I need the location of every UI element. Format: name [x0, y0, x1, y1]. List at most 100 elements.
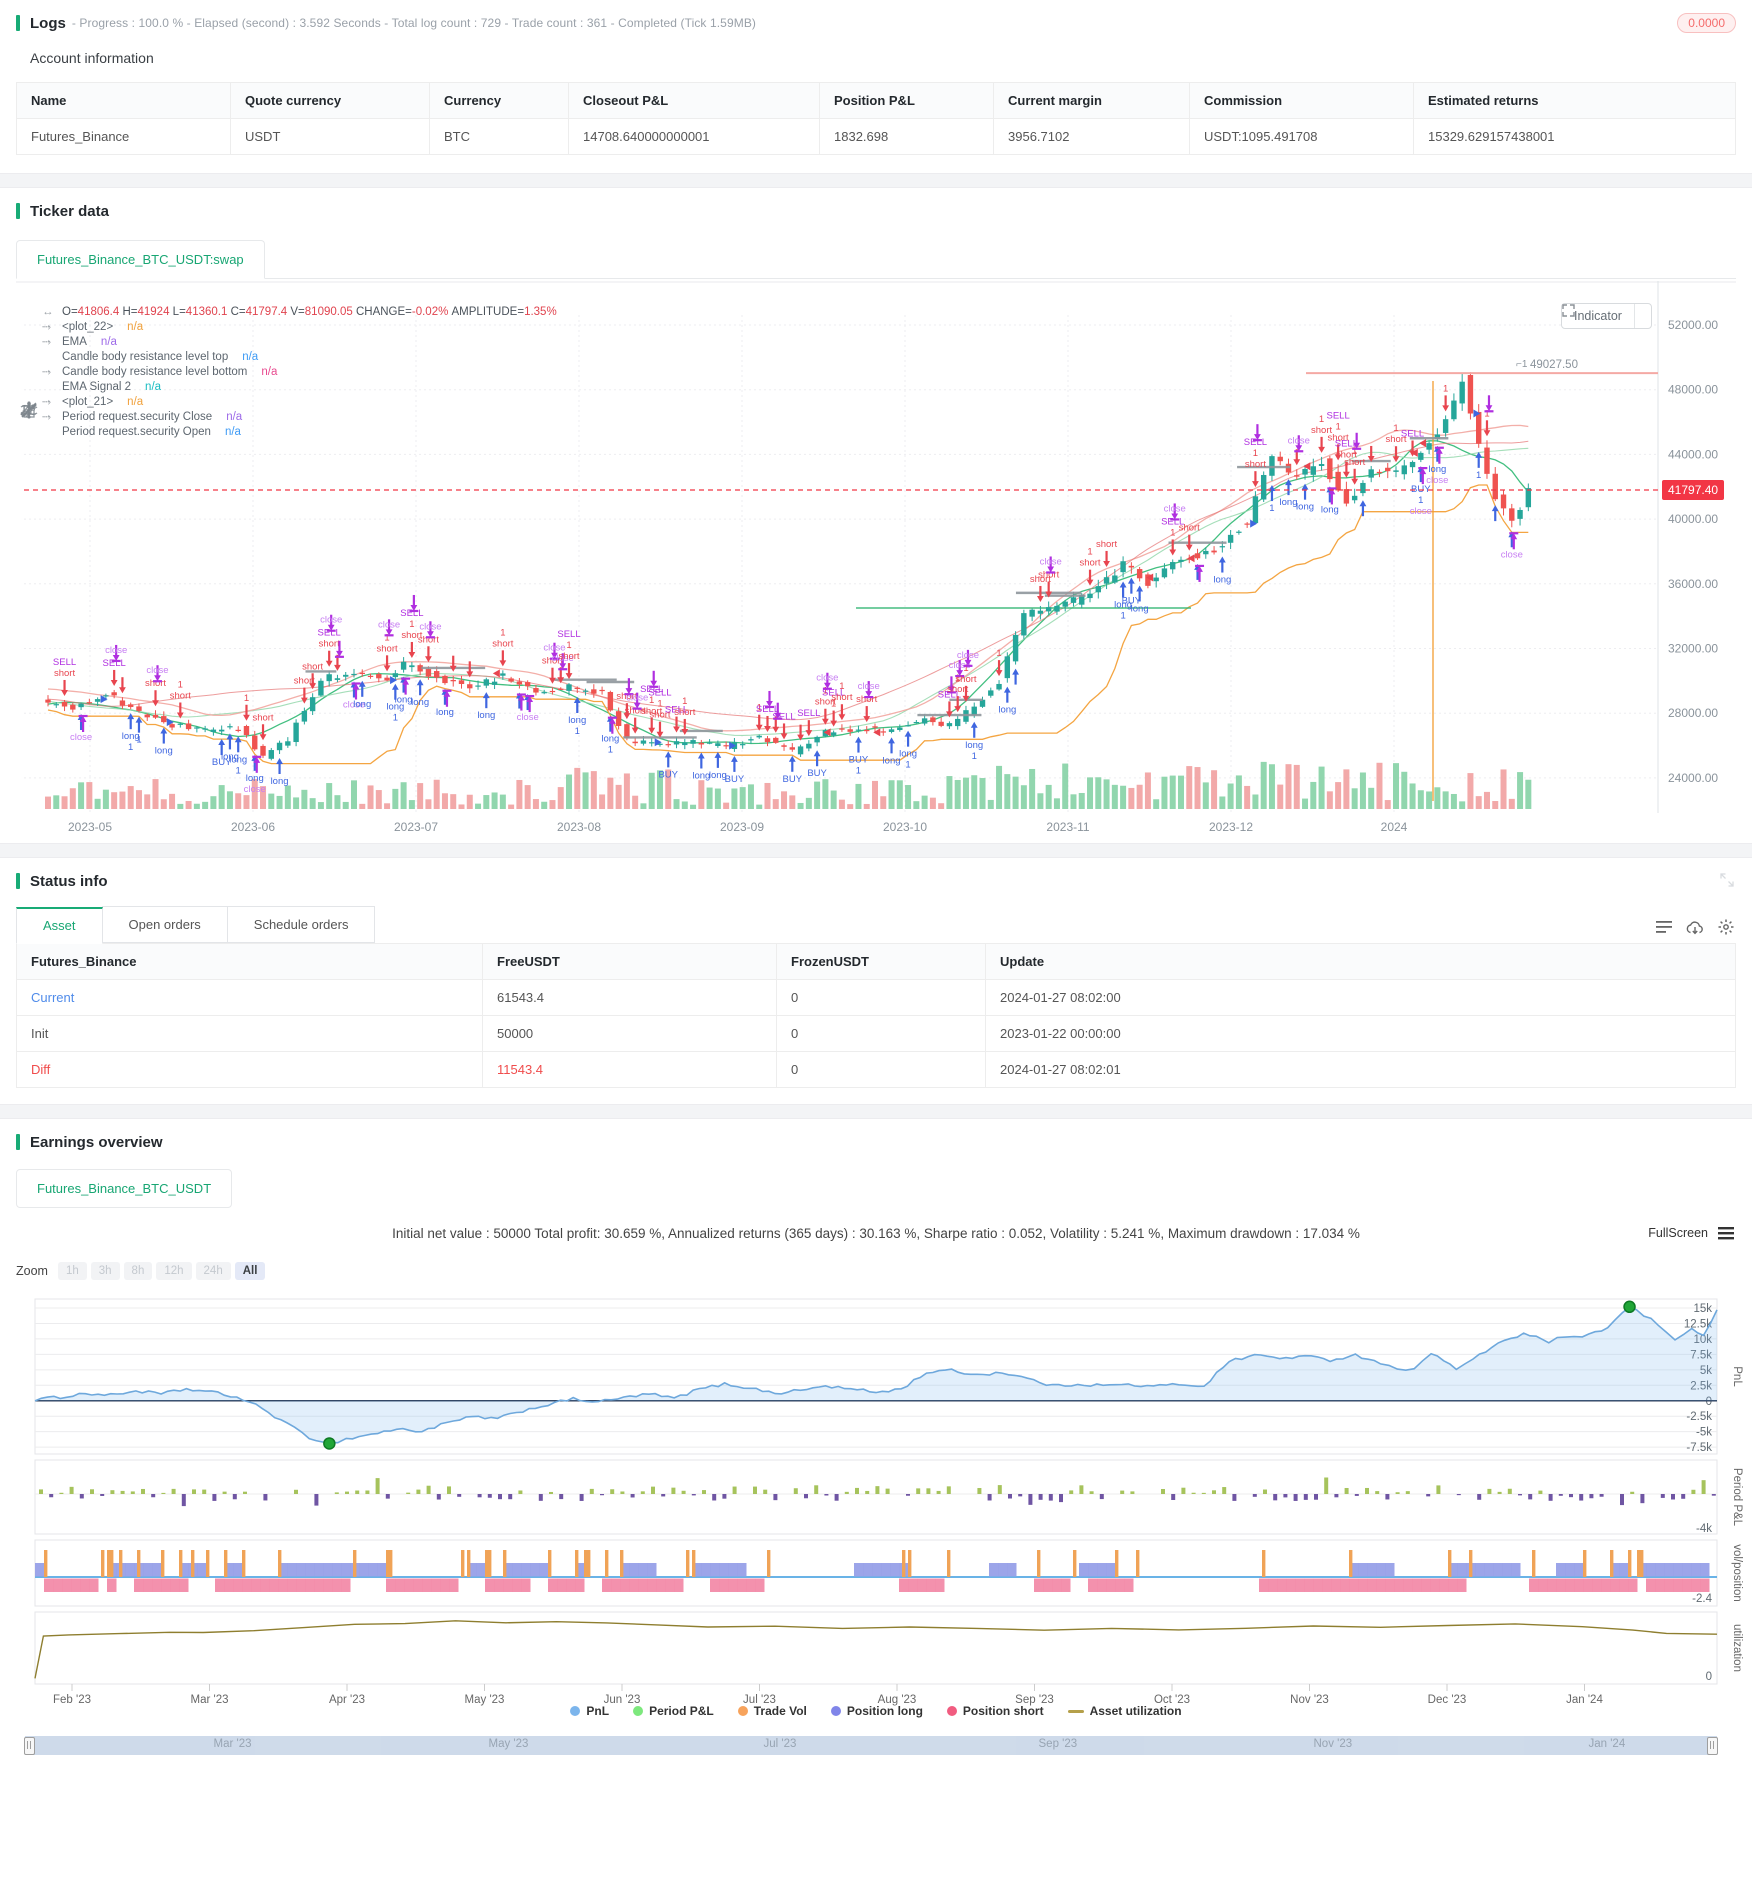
indicator-button[interactable]: Indicator [1561, 303, 1652, 329]
legend-item-trade-vol[interactable]: Trade Vol [737, 1704, 807, 1718]
legend-item-position-long[interactable]: Position long [830, 1704, 923, 1718]
indicator-icon: ⤑ [42, 411, 52, 423]
status-tab-open-orders[interactable]: Open orders [101, 906, 228, 943]
zoom-option-1h[interactable]: 1h [57, 1262, 87, 1280]
earnings-tab[interactable]: Futures_Binance_BTC_USDT [16, 1169, 233, 1208]
svg-text:Aug '23: Aug '23 [878, 1694, 917, 1706]
ticker-tab[interactable]: Futures_Binance_BTC_USDT:swap [16, 240, 265, 279]
navigator-handle-left[interactable] [24, 1737, 35, 1755]
navigator-label: Mar '23 [213, 1738, 252, 1750]
svg-text:SELL: SELL [1335, 439, 1358, 450]
svg-text:2023-05: 2023-05 [68, 820, 112, 834]
indicator-legend-item[interactable]: ⤑ EMA n/a [42, 336, 117, 348]
svg-text:-2.5k: -2.5k [1686, 1411, 1712, 1423]
svg-text:short: short [492, 638, 513, 649]
legend-item-position-short[interactable]: Position short [946, 1704, 1044, 1718]
status-cell: 2024-01-27 08:02:01 [985, 1051, 1736, 1088]
zoom-option-12h[interactable]: 12h [156, 1262, 192, 1280]
status-col-header: FreeUSDT [482, 943, 777, 980]
indicator-legend-item[interactable]: Period request.security Open n/a [62, 426, 241, 438]
svg-text:short: short [1038, 569, 1059, 580]
svg-text:close: close [626, 693, 648, 704]
svg-text:Sep '23: Sep '23 [1015, 1694, 1054, 1706]
svg-text:12.5k: 12.5k [1684, 1318, 1712, 1330]
cloud-download-icon[interactable] [1686, 920, 1704, 935]
navigator-handle-right[interactable] [1707, 1737, 1718, 1755]
svg-text:long: long [692, 770, 710, 781]
svg-text:close: close [517, 712, 539, 723]
expand-icon[interactable] [1562, 304, 1651, 321]
svg-text:1: 1 [1269, 503, 1274, 514]
navigator-label: Sep '23 [1038, 1738, 1078, 1750]
navigator[interactable]: Mar '23 May '23 Jul '23 Sep '23 Nov '23 Jan '… [24, 1736, 1718, 1755]
account-col-header: Position P&L [819, 82, 994, 119]
account-col-header: Commission [1189, 82, 1414, 119]
svg-text:BUY: BUY [807, 768, 827, 779]
section-accent-bar [16, 1134, 20, 1150]
svg-text:SELL: SELL [1326, 410, 1349, 421]
svg-text:1: 1 [566, 640, 571, 651]
svg-text:vol/position: vol/position [1731, 1544, 1743, 1602]
zoom-label: Zoom [16, 1264, 48, 1278]
svg-text:BUY: BUY [725, 774, 745, 785]
indicator-legend-item[interactable]: ⤑ Candle body resistance level bottom n/a [42, 366, 278, 378]
last-price-tag: 41797.40 [1662, 480, 1725, 500]
zoom-option-all[interactable]: All [234, 1262, 266, 1280]
legend-label: Period P&L [649, 1704, 714, 1718]
legend-item-asset-utilization[interactable]: Asset utilization [1067, 1704, 1182, 1718]
zoom-option-3h[interactable]: 3h [90, 1262, 120, 1280]
legend-item-period-p-l[interactable]: Period P&L [633, 1704, 714, 1718]
svg-text:-5k: -5k [1696, 1427, 1712, 1439]
status-title: Status info [30, 872, 108, 890]
status-cell[interactable]: Current [16, 979, 483, 1016]
indicator-legend-item[interactable]: EMA Signal 2 n/a [62, 381, 162, 393]
indicator-legend-item[interactable]: ⤑ Period request.security Close n/a [42, 411, 243, 423]
status-tab-asset[interactable]: Asset [16, 907, 103, 944]
svg-text:1: 1 [963, 663, 968, 674]
svg-text:1: 1 [1352, 446, 1357, 457]
svg-text:1: 1 [682, 696, 687, 707]
legend-item-pnl[interactable]: PnL [570, 1704, 609, 1718]
status-col-header: Futures_Binance [16, 943, 483, 980]
svg-text:short: short [674, 707, 695, 718]
svg-text:short: short [401, 630, 422, 641]
legend-dot [633, 1706, 644, 1716]
ticker-chart-canvas[interactable]: 52000.00 48000.00 44000.00 40000.00 36000.00… [16, 281, 1736, 843]
svg-text:1: 1 [905, 760, 910, 771]
svg-text:May '23: May '23 [465, 1694, 505, 1706]
svg-text:close: close [816, 673, 838, 684]
ticker-section: Ticker data Futures_Binance_BTC_USDT:swa… [0, 188, 1752, 843]
svg-text:long: long [709, 770, 727, 781]
svg-text:close: close [1164, 503, 1186, 514]
gear-icon[interactable] [1718, 919, 1734, 935]
legend-label: Position short [962, 1704, 1044, 1718]
svg-text:SELL: SELL [1244, 437, 1267, 448]
svg-text:close: close [244, 784, 266, 795]
indicator-legend-item[interactable]: ⤑ <plot_21> n/a [42, 396, 144, 408]
svg-text:Dec '23: Dec '23 [1428, 1694, 1467, 1706]
zoom-option-8h[interactable]: 8h [123, 1262, 153, 1280]
earnings-legend: PnL Period P&L Trade Vol Position long Posit… [0, 1704, 1752, 1718]
svg-text:2023-09: 2023-09 [720, 820, 764, 834]
collapse-icon[interactable] [1720, 873, 1734, 892]
zoom-option-24h[interactable]: 24h [195, 1262, 231, 1280]
svg-text:Apr '23: Apr '23 [329, 1694, 365, 1706]
svg-text:Feb '23: Feb '23 [53, 1694, 91, 1706]
svg-text:1: 1 [757, 703, 762, 714]
list-icon[interactable] [1656, 920, 1672, 934]
earnings-chart-canvas[interactable]: 15k 12.5k 10k 7.5k 5k 2.5k 0 -2.5k -5k -7.5k -4k -2… [0, 1286, 1752, 1778]
navigator-label: Nov '23 [1313, 1738, 1353, 1750]
svg-text:1: 1 [1120, 610, 1125, 621]
svg-text:long: long [1428, 464, 1446, 475]
indicator-legend-item[interactable]: ⤑ <plot_22> n/a [42, 321, 144, 333]
svg-text:short: short [1336, 450, 1357, 461]
status-tab-schedule-orders[interactable]: Schedule orders [226, 906, 376, 943]
logs-title: Logs [30, 14, 66, 32]
indicator-button-label[interactable]: Indicator [1562, 304, 1635, 328]
chart-menu-icon[interactable] [1718, 1226, 1734, 1240]
svg-text:short: short [616, 691, 637, 702]
indicator-legend-item[interactable]: Candle body resistance level top n/a [62, 351, 259, 363]
fullscreen-button[interactable]: FullScreen [1648, 1226, 1708, 1240]
svg-text:long: long [155, 746, 173, 757]
svg-text:1: 1 [856, 766, 861, 777]
